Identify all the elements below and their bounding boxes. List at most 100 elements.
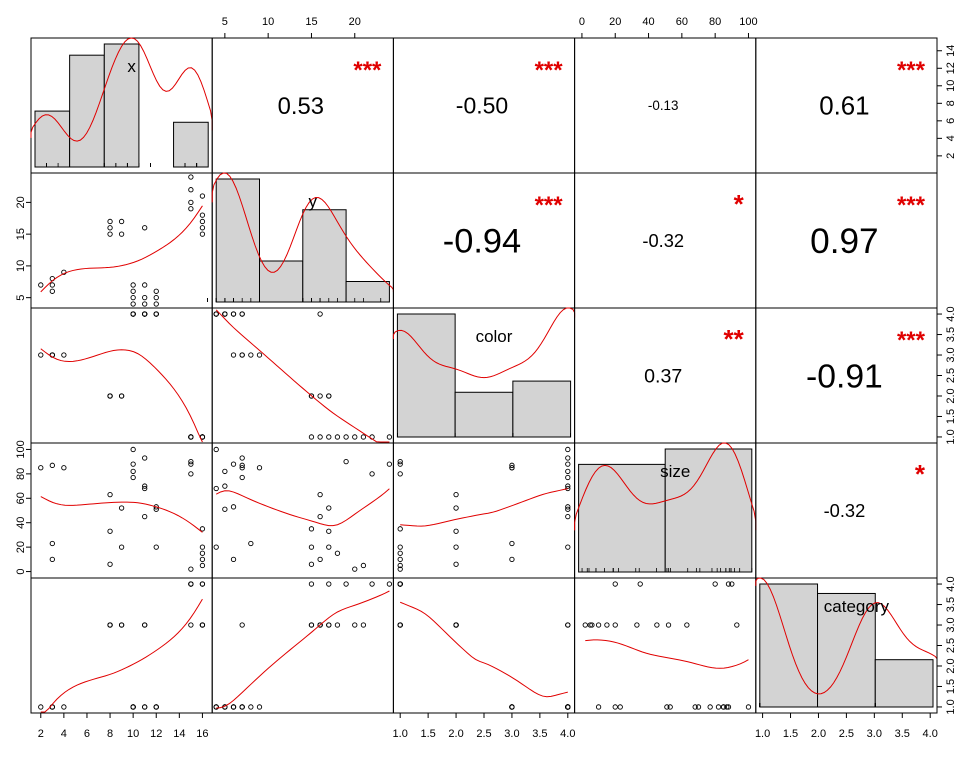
scatter-point xyxy=(118,231,125,237)
panel-frame xyxy=(392,577,576,714)
panel-frame xyxy=(211,577,394,714)
scatter-point xyxy=(107,218,113,225)
scatter-point xyxy=(720,704,727,710)
scatter-point xyxy=(142,301,148,307)
scatter-point xyxy=(565,461,571,467)
scatter-point xyxy=(724,704,730,710)
scatter-point xyxy=(352,622,358,628)
histogram-bar xyxy=(173,121,209,168)
y-tick-label: 3.0 xyxy=(945,347,957,362)
scatter-point xyxy=(565,506,571,512)
significance-stars: * xyxy=(734,189,745,219)
scatter-point xyxy=(725,704,732,710)
scatter-point xyxy=(118,622,125,628)
scatter-point xyxy=(317,491,323,498)
scatter-point xyxy=(188,622,194,628)
histogram-bar xyxy=(259,260,304,303)
scatter-point xyxy=(142,294,148,301)
scatter-point xyxy=(130,461,136,467)
scatter-point xyxy=(130,446,136,453)
histogram-bar xyxy=(578,463,666,573)
smooth-line xyxy=(40,205,203,293)
scatter-point xyxy=(118,218,125,225)
scatter-point xyxy=(153,288,159,294)
scatter-point xyxy=(565,455,571,461)
variable-name-category: category xyxy=(824,597,890,616)
x-tick-label: 12 xyxy=(150,728,162,740)
scatter-point xyxy=(326,622,332,628)
scatter-point xyxy=(142,225,148,231)
scatter-point xyxy=(317,513,323,520)
scatter-point xyxy=(130,474,136,481)
y-tick-label: 1.5 xyxy=(945,409,957,424)
x-tick-label: 10 xyxy=(262,16,274,28)
y-tick-label: 2 xyxy=(945,153,957,159)
variable-name-y: y xyxy=(309,192,318,211)
histogram-bar xyxy=(34,110,71,168)
scatter-point xyxy=(142,282,148,288)
y-tick-label: 1.0 xyxy=(945,699,957,714)
scatter-point xyxy=(509,465,515,471)
scatter-point xyxy=(509,556,515,562)
x-tick-label: 2.5 xyxy=(476,728,491,740)
x-tick-label: 4.0 xyxy=(560,728,575,740)
smooth-line xyxy=(40,598,203,713)
scatter-point xyxy=(360,622,367,628)
scatter-point xyxy=(397,550,403,556)
scatter-point xyxy=(729,581,735,587)
x-tick-label: 100 xyxy=(739,16,757,28)
scatter-point xyxy=(142,513,148,520)
scatter-point xyxy=(230,461,237,467)
scatter-point xyxy=(386,434,393,440)
scatter-point xyxy=(565,704,571,710)
scatter-point xyxy=(107,561,113,567)
x-tick-label: 40 xyxy=(642,16,654,28)
correlation-value: -0.91 xyxy=(806,357,883,395)
smooth-line xyxy=(585,639,749,669)
panel-frame xyxy=(392,442,576,579)
scatter-point xyxy=(188,461,194,467)
panel-frame xyxy=(211,442,394,579)
scatter-point xyxy=(239,465,245,471)
scatter-point xyxy=(188,174,194,180)
histogram-bar xyxy=(69,54,105,168)
scatter-point xyxy=(213,311,219,317)
correlation-value: -0.32 xyxy=(642,230,684,251)
scatter-point xyxy=(386,461,393,467)
scatter-point xyxy=(153,704,159,710)
scatter-point xyxy=(712,581,718,587)
density-curve xyxy=(30,37,213,142)
x-tick-label: 4.0 xyxy=(923,728,938,740)
density-curve xyxy=(574,442,757,531)
scatter-point xyxy=(745,704,752,710)
scatter-point xyxy=(589,622,595,628)
y-tick-label: 14 xyxy=(945,45,957,57)
scatter-point xyxy=(222,311,228,317)
correlation-value: -0.50 xyxy=(456,93,508,119)
histogram-bar xyxy=(345,281,390,303)
scatter-point xyxy=(665,622,672,628)
y-tick-label: 3.5 xyxy=(945,327,957,342)
scatter-point xyxy=(153,294,159,301)
scatter-point xyxy=(188,566,194,572)
variable-name-x: x xyxy=(127,57,136,76)
scatter-point xyxy=(256,704,263,710)
scatter-point xyxy=(107,225,113,231)
density-curve xyxy=(755,577,938,695)
x-tick-label: 0 xyxy=(579,16,585,28)
scatter-point xyxy=(199,556,206,562)
smooth-line xyxy=(215,309,390,443)
scatter-point xyxy=(213,544,219,550)
scatter-point xyxy=(343,581,349,587)
scatter-point xyxy=(130,311,136,317)
scatter-point xyxy=(397,556,403,562)
scatter-point xyxy=(397,471,403,477)
scatter-point xyxy=(199,225,206,231)
y-tick-label: 100 xyxy=(15,440,27,458)
histogram-bar xyxy=(454,391,514,438)
scatter-point xyxy=(248,352,254,358)
scatter-point xyxy=(188,206,194,212)
scatter-point xyxy=(230,556,237,562)
scatter-point xyxy=(239,622,245,628)
scatter-point xyxy=(667,704,673,710)
